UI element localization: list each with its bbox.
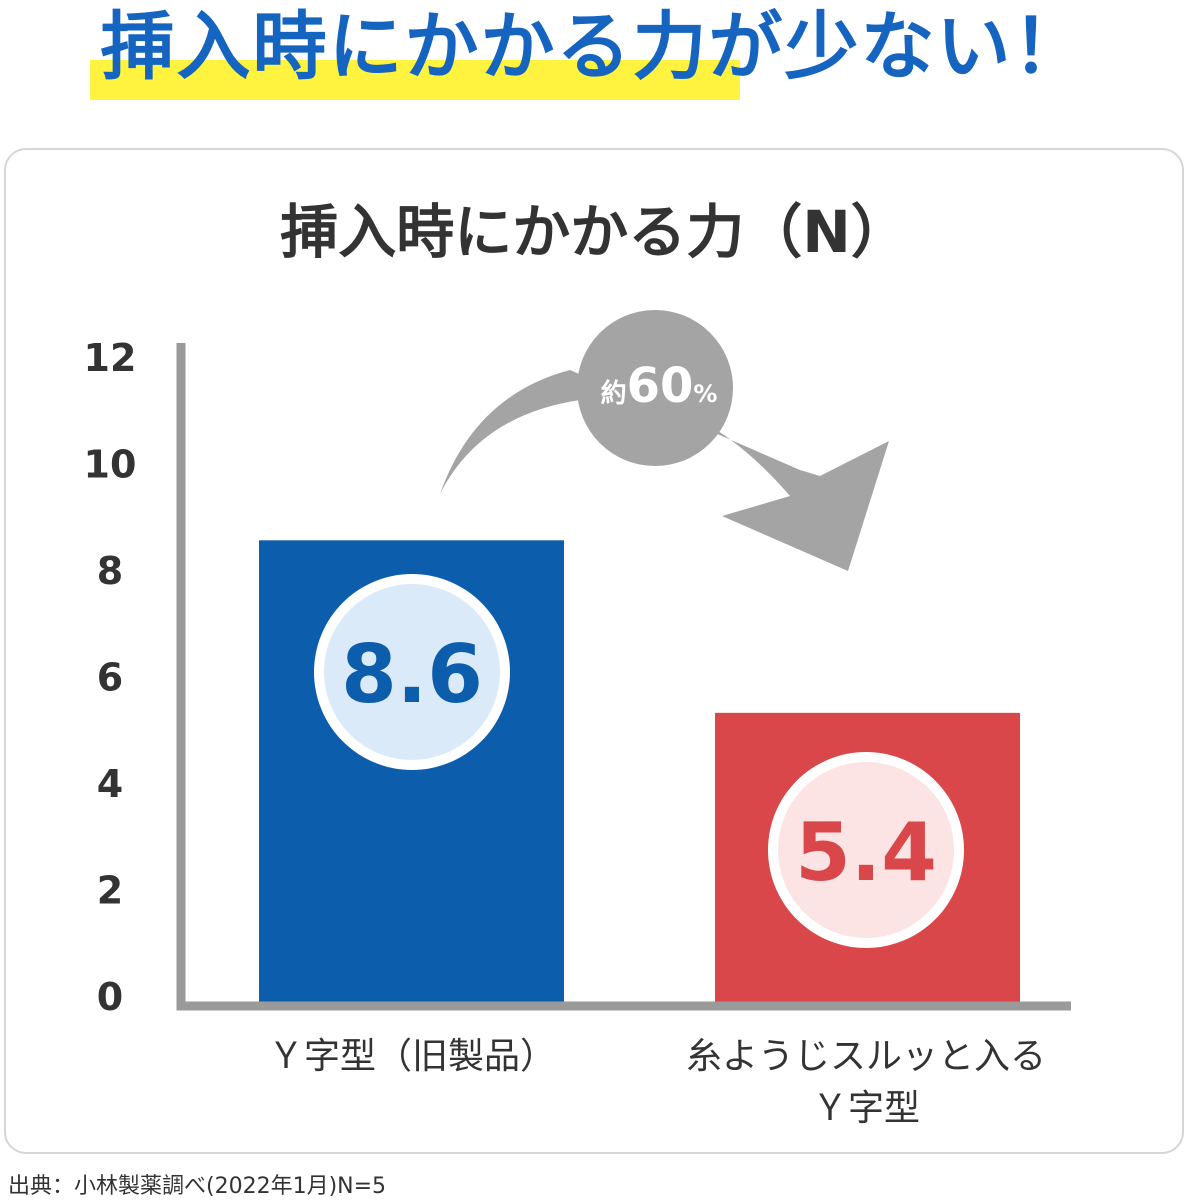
chart-title: 挿入時にかかる力（N） — [280, 198, 909, 266]
value-badge-1 — [778, 762, 954, 938]
axis-lines — [176, 343, 1071, 1011]
y-tick-label-3: 6 — [97, 656, 123, 700]
value-badge-0 — [324, 584, 500, 760]
headline-area: 挿入時にかかる力が少ない！ — [0, 0, 1189, 110]
y-tick-label-0: 0 — [97, 975, 123, 1019]
category-label-1-0: 糸ようじスルッと入る — [686, 1036, 1046, 1077]
callout-badge — [577, 310, 733, 466]
reduction-arrow — [440, 370, 889, 571]
y-tick-label-4: 8 — [97, 549, 123, 593]
category-label-1-1: Ｙ字型 — [812, 1088, 920, 1129]
y-tick-label-5: 10 — [84, 443, 137, 487]
value-label-0: 8.6 — [341, 628, 483, 721]
headline: 挿入時にかかる力が少ない！ — [100, 4, 1089, 90]
callout-text: 約60% — [601, 358, 718, 414]
y-tick-label-6: 12 — [84, 336, 137, 380]
headline-highlight — [90, 60, 740, 100]
source-note: 出典：小林製薬調べ(2022年1月)N=5 — [8, 1174, 387, 1199]
value-label-1: 5.4 — [795, 806, 937, 899]
y-tick-label-1: 2 — [97, 869, 123, 913]
y-tick-label-2: 4 — [97, 762, 123, 806]
category-label-0-0: Ｙ字型（旧製品） — [268, 1036, 556, 1077]
